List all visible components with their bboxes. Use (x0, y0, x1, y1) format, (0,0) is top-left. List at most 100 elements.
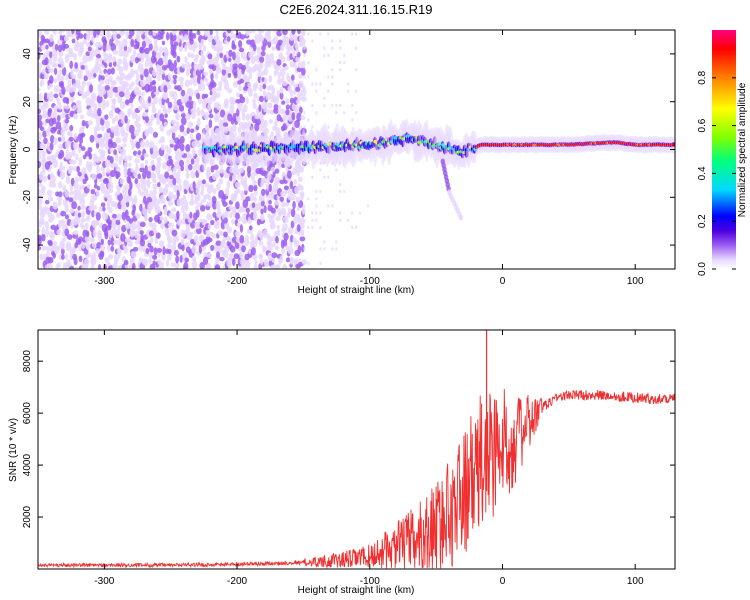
heatmap-cell (139, 203, 143, 212)
snr-x-tick-label: -100 (360, 576, 380, 587)
heatmap-cell (203, 219, 208, 224)
heatmap-cell (152, 131, 159, 138)
heatmap-cell (263, 205, 267, 213)
heatmap-cell (48, 241, 53, 247)
heatmap-cell (84, 64, 88, 72)
heatmap-cell (315, 218, 318, 222)
heatmap-cell (78, 85, 84, 95)
heatmap-cell (207, 237, 213, 243)
heatmap-cell (113, 149, 118, 156)
heatmap-cell (203, 71, 209, 77)
heatmap-cell (44, 30, 50, 35)
heatmap-cell (327, 204, 330, 208)
heatmap-cell (120, 148, 126, 157)
heatmap-cell (71, 201, 78, 210)
heatmap-cell (297, 176, 303, 183)
heatmap-cell (239, 93, 243, 99)
heatmap-cell (72, 253, 78, 261)
heatmap-cell (108, 53, 113, 60)
heatmap-cell (124, 209, 129, 218)
heatmap-cell (315, 190, 318, 194)
heatmap-cell (53, 137, 58, 146)
heatmap-cell (108, 75, 113, 83)
heatmap-cell (114, 115, 119, 122)
heatmap-cell (327, 125, 330, 129)
heatmap-cell (343, 247, 346, 251)
heatmap-cell (43, 73, 49, 80)
heatmap-cell (55, 212, 61, 219)
heatmap-cell (212, 188, 217, 194)
heatmap-cell (232, 63, 239, 70)
heatmap-cell (216, 63, 220, 72)
heatmap-cell (254, 259, 258, 265)
heatmap-cell (75, 153, 79, 161)
heatmap-cell (73, 113, 78, 120)
snr-y-tick-label: 6000 (22, 402, 33, 425)
heatmap-cell (307, 261, 310, 265)
heatmap-cell (127, 155, 133, 161)
heatmap-cell (260, 208, 264, 215)
heatmap-cell (311, 53, 314, 57)
heatmap-cell (217, 208, 222, 215)
heatmap-cell (293, 34, 299, 42)
heatmap-cell (323, 161, 326, 165)
heatmap-cell (104, 62, 108, 68)
heatmap-cell (152, 254, 158, 260)
heatmap-cell (184, 56, 188, 64)
heatmap-cell (71, 159, 77, 165)
heatmap-cell (276, 59, 282, 66)
heatmap-cell (96, 241, 102, 249)
heatmap-cell (117, 96, 123, 104)
heatmap-cell (258, 104, 262, 113)
heatmap-cell (262, 83, 267, 90)
heatmap-cell (173, 98, 177, 106)
heatmap-cell (303, 39, 306, 43)
heatmap-cell (38, 101, 41, 110)
heatmap-cell (283, 232, 289, 241)
heatmap-cell (116, 213, 122, 221)
heatmap-cell (174, 154, 179, 161)
heatmap-cell (300, 115, 306, 121)
heatmap-cell (96, 53, 102, 59)
heatmap-cell (106, 44, 111, 52)
heatmap-cell (303, 46, 306, 50)
heatmap-cell (269, 53, 274, 58)
heatmap-cell (144, 159, 149, 165)
heatmap-cell (256, 46, 261, 54)
heatmap-cell (42, 121, 47, 126)
heatmap-cell (147, 126, 154, 134)
heatmap-cell (151, 194, 158, 203)
heatmap-cell (43, 137, 48, 145)
heatmap-cell (253, 263, 258, 269)
heatmap-cell (73, 181, 79, 190)
heatmap-cell (108, 61, 113, 68)
heatmap-cell (130, 103, 134, 108)
heatmap-cell (303, 204, 306, 208)
heatmap-cell (235, 30, 240, 34)
heatmap-cell (39, 126, 45, 131)
heatmap-cell (152, 85, 157, 93)
heatmap-cell (281, 75, 285, 83)
heatmap-cell (276, 78, 283, 85)
heatmap-cell (234, 167, 240, 176)
heatmap-cell (236, 107, 240, 117)
heatmap-cell (139, 30, 145, 35)
heatmap-cell (157, 259, 162, 266)
heatmap-cell (52, 53, 58, 63)
heatmap-cell (97, 41, 102, 48)
heatmap-cell (196, 224, 201, 230)
heatmap-cell (265, 53, 271, 60)
heatmap-cell (144, 105, 149, 111)
heatmap-cell (196, 117, 201, 127)
heatmap-cell (38, 194, 43, 203)
heatmap-cell (139, 96, 145, 105)
heatmap-cell (56, 229, 62, 236)
heatmap-cell (175, 255, 180, 264)
heatmap-cell (319, 190, 322, 194)
heatmap-cell (152, 79, 157, 86)
heatmap-cell (73, 141, 78, 150)
heatmap-cell (275, 96, 279, 105)
heatmap-cell (112, 86, 119, 93)
heatmap-cell (128, 218, 134, 224)
heatmap-cell (80, 146, 86, 151)
